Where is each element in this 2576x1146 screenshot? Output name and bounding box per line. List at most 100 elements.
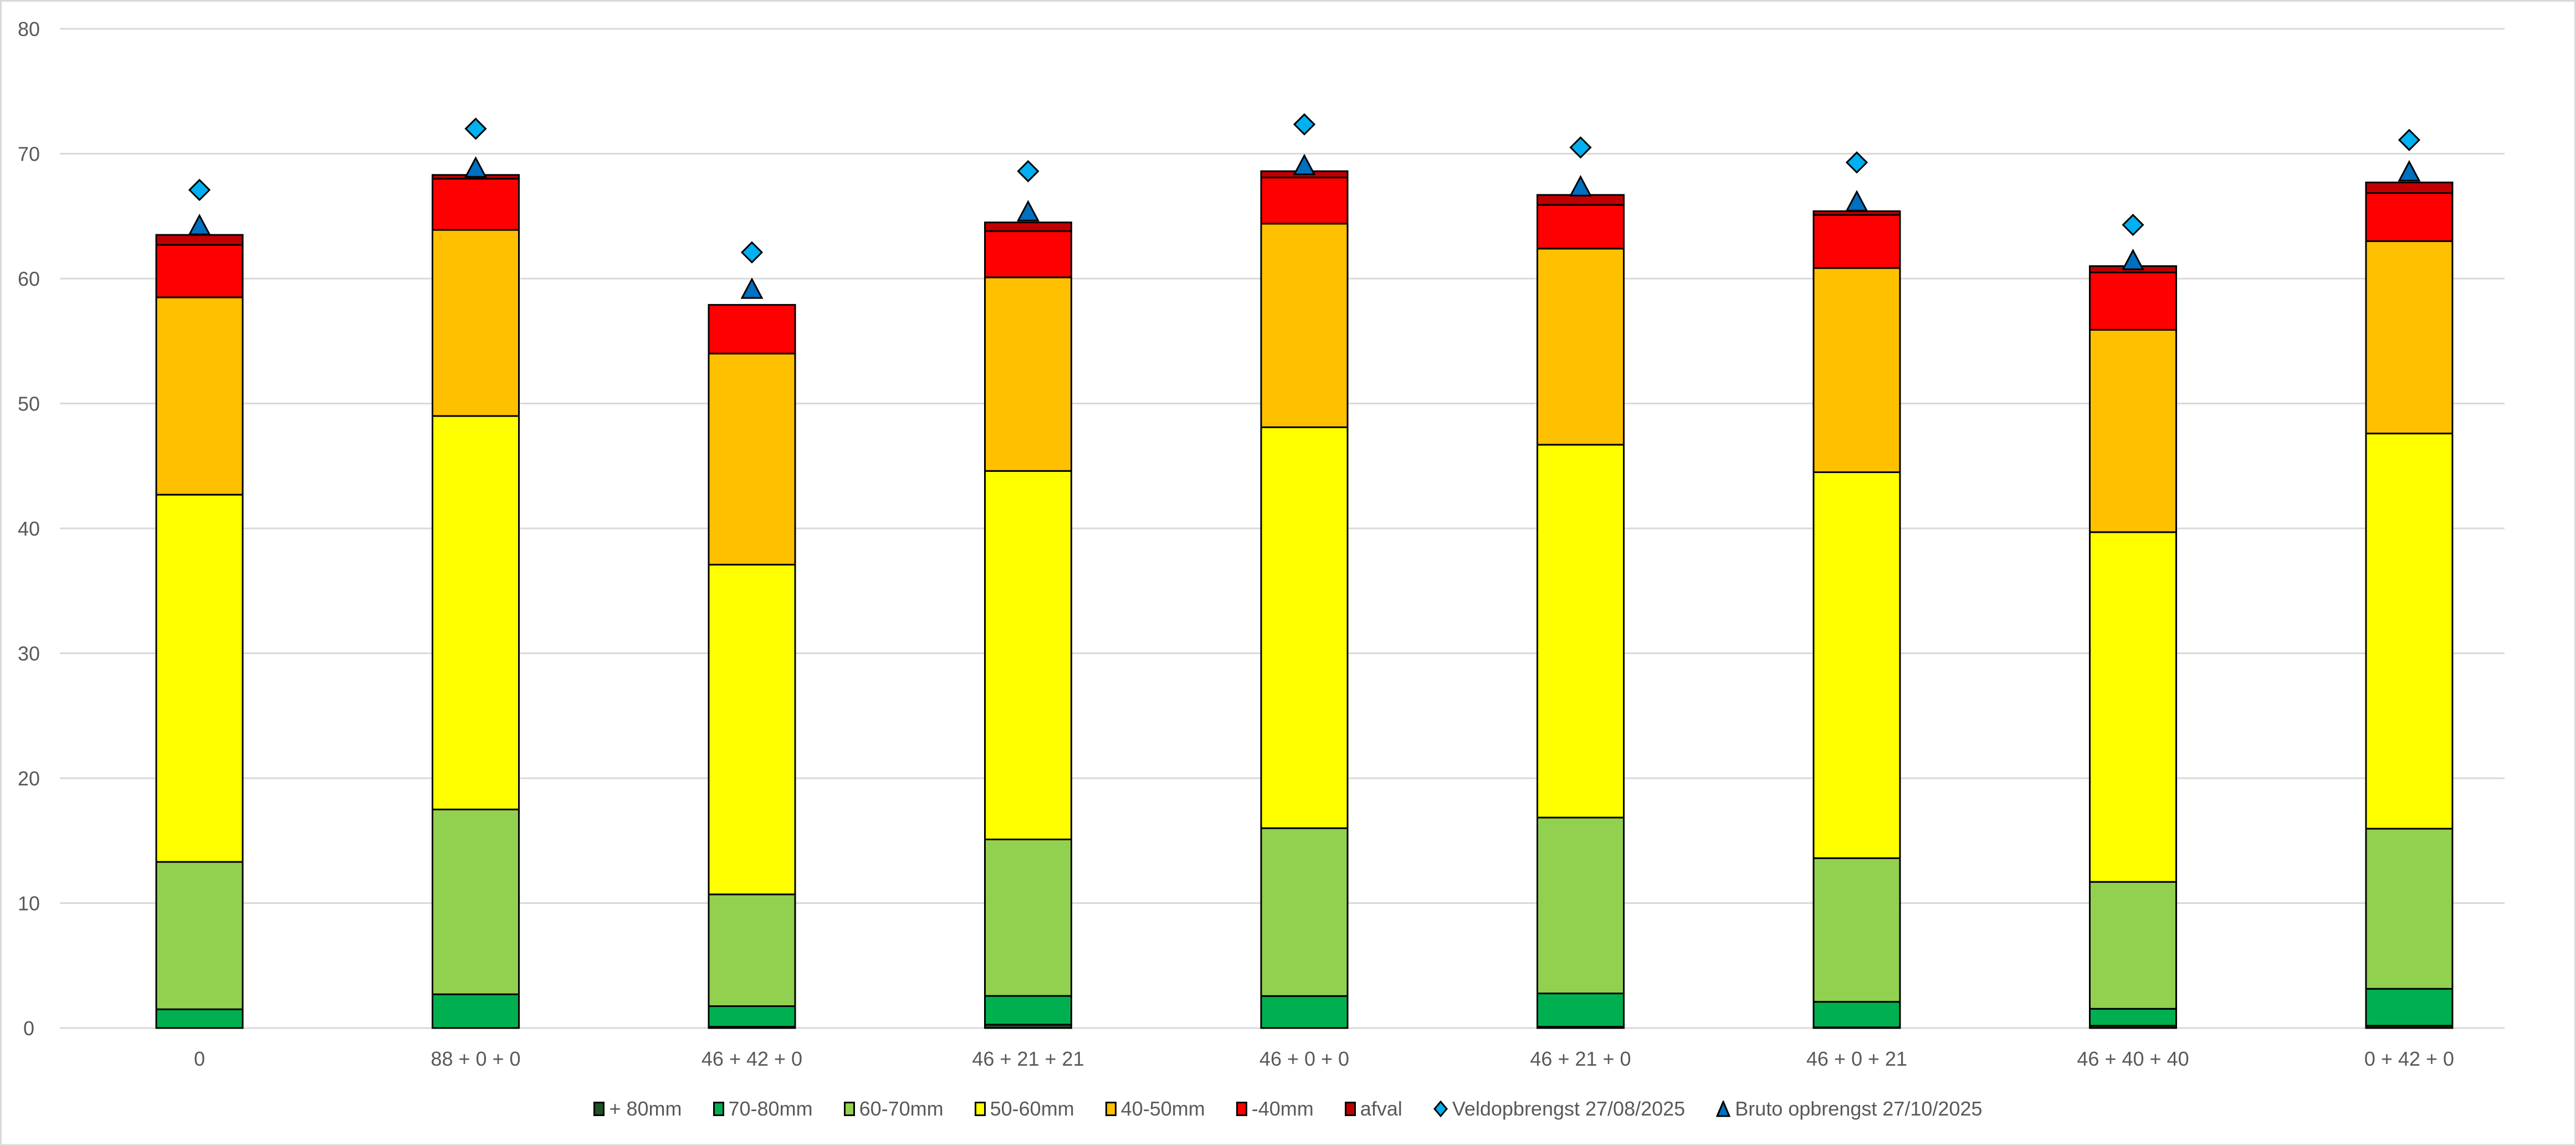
bar-stack xyxy=(2089,265,2177,1029)
y-tick-label: 80 xyxy=(18,18,40,40)
bar-segment-afval xyxy=(155,234,244,246)
bar-segment-50-60mm xyxy=(155,494,244,863)
legend-label: afval xyxy=(1360,1097,1402,1120)
bar-stack xyxy=(1537,194,1625,1029)
y-tick-label: 20 xyxy=(18,767,40,790)
legend-item: Bruto opbrengst 27/10/2025 xyxy=(1716,1097,1983,1121)
triangle-marker-icon xyxy=(1716,1101,1731,1117)
bar-segment--40mm xyxy=(1537,204,1625,250)
bar-segment-70-80mm xyxy=(432,993,520,1029)
y-tick-label: 30 xyxy=(18,643,40,665)
legend-label: Bruto opbrengst 27/10/2025 xyxy=(1735,1097,1983,1120)
bar-segment-60-70mm xyxy=(432,808,520,995)
bars xyxy=(155,170,2454,1029)
diamond-marker xyxy=(2122,213,2144,237)
legend-swatch xyxy=(1105,1102,1117,1116)
bar-segment-50-60mm xyxy=(708,563,796,896)
y-tick-label: 40 xyxy=(18,517,40,540)
y-tick-label: 10 xyxy=(18,892,40,915)
bar-segment-50-60mm xyxy=(1812,471,1901,859)
legend-item: 40-50mm xyxy=(1105,1097,1205,1121)
bar-segment--40mm xyxy=(155,244,244,299)
x-tick-label: 46 + 42 + 0 xyxy=(701,1047,802,1070)
diamond-marker xyxy=(188,178,211,202)
chart-plot: 0 10 20 30 40 50 60 70 80 0 88 + 0 + 0 46 + 42 + 0… xyxy=(18,18,2505,1070)
x-axis-ticks: 0 88 + 0 + 0 46 + 42 + 0 46 + 21 + 21 46 + 0… xyxy=(194,1047,2454,1070)
legend-label: 50-60mm xyxy=(990,1097,1074,1120)
markers xyxy=(188,113,2421,299)
bar-stack xyxy=(1812,210,1901,1029)
bar-segment-70-80mm xyxy=(1812,1001,1901,1029)
x-tick-label: 88 + 0 + 0 xyxy=(431,1047,520,1070)
y-tick-label: 0 xyxy=(23,1017,34,1040)
bar-stack xyxy=(708,304,796,1029)
bar-segment-60-70mm xyxy=(1812,857,1901,1003)
diamond-marker xyxy=(2398,129,2421,151)
bar-stack xyxy=(1260,170,1349,1029)
bar-segment-70-80mm xyxy=(984,995,1072,1026)
bar-segment-60-70mm xyxy=(2089,881,2177,1010)
bar-segment-40-50mm xyxy=(432,229,520,417)
diamond-marker xyxy=(1569,136,1592,159)
bar-segment-50-60mm xyxy=(1260,426,1349,829)
legend-item: 70-80mm xyxy=(713,1097,813,1121)
triangle-marker xyxy=(1569,174,1592,197)
triangle-marker xyxy=(2122,248,2144,270)
bar-segment-50-60mm xyxy=(2089,531,2177,883)
legend-item: + 80mm xyxy=(593,1097,682,1121)
legend-swatch xyxy=(713,1102,724,1116)
bar-segment--40mm xyxy=(2089,271,2177,331)
bar-segment-50-60mm xyxy=(1537,444,1625,819)
triangle-marker xyxy=(2398,160,2421,182)
legend-item: 60-70mm xyxy=(843,1097,944,1121)
bar-segment-40-50mm xyxy=(1812,267,1901,474)
legend-label: 40-50mm xyxy=(1120,1097,1205,1120)
bar-segment-60-70mm xyxy=(1260,827,1349,997)
legend-swatch xyxy=(1344,1102,1356,1116)
diamond-marker-icon xyxy=(1433,1101,1448,1117)
legend-label: 70-80mm xyxy=(728,1097,813,1120)
x-tick-label: 46 + 21 + 21 xyxy=(972,1047,1084,1070)
bar-segment-50-60mm xyxy=(432,415,520,810)
legend-swatch xyxy=(593,1102,605,1116)
x-tick-label: 46 + 0 + 0 xyxy=(1259,1047,1349,1070)
y-axis-ticks: 0 10 20 30 40 50 60 70 80 xyxy=(18,18,40,1040)
bar-segment-60-70mm xyxy=(1537,816,1625,995)
bar-segment-40-50mm xyxy=(2365,240,2454,435)
legend-item: 50-60mm xyxy=(974,1097,1074,1121)
bar-segment-60-70mm xyxy=(155,861,244,1010)
bar-segment-70-80mm xyxy=(708,1005,796,1028)
bar-segment-70-80mm xyxy=(1537,993,1625,1028)
bar-segment-60-70mm xyxy=(984,838,1072,997)
diamond-marker xyxy=(1845,151,1868,174)
x-tick-label: 0 + 42 + 0 xyxy=(2364,1047,2454,1070)
diamond-marker xyxy=(464,117,487,140)
bar-segment--40mm xyxy=(2365,192,2454,242)
bar-segment-40-50mm xyxy=(984,276,1072,472)
triangle-marker xyxy=(1017,200,1039,222)
y-tick-label: 60 xyxy=(18,268,40,290)
bar-segment-40-50mm xyxy=(1260,223,1349,428)
x-tick-label: 46 + 40 + 40 xyxy=(2077,1047,2189,1070)
legend-item: afval xyxy=(1344,1097,1402,1121)
bar-segment-40-50mm xyxy=(2089,328,2177,533)
x-tick-label: 0 xyxy=(194,1047,205,1070)
bar-segment--40mm xyxy=(708,304,796,354)
bar-segment-70-80mm xyxy=(1260,995,1349,1029)
bar-segment-40-50mm xyxy=(1537,248,1625,446)
bar-segment-60-70mm xyxy=(2365,828,2454,990)
bar-segment-50-60mm xyxy=(2365,433,2454,830)
bar-stack xyxy=(984,222,1072,1029)
bar-segment-50-60mm xyxy=(984,470,1072,840)
triangle-marker xyxy=(464,156,487,178)
bar-segment--40mm xyxy=(432,178,520,231)
x-tick-label: 46 + 0 + 21 xyxy=(1806,1047,1907,1070)
bar-segment-afval xyxy=(1812,210,1901,216)
bar-segment-70-80mm xyxy=(2089,1008,2177,1027)
bar-segment-afval xyxy=(984,222,1072,232)
legend-label: 60-70mm xyxy=(859,1097,944,1120)
bar-segment-40-50mm xyxy=(708,352,796,566)
triangle-marker xyxy=(1293,153,1316,176)
bar-stack xyxy=(155,234,244,1029)
bar-segment-40-50mm xyxy=(155,296,244,496)
